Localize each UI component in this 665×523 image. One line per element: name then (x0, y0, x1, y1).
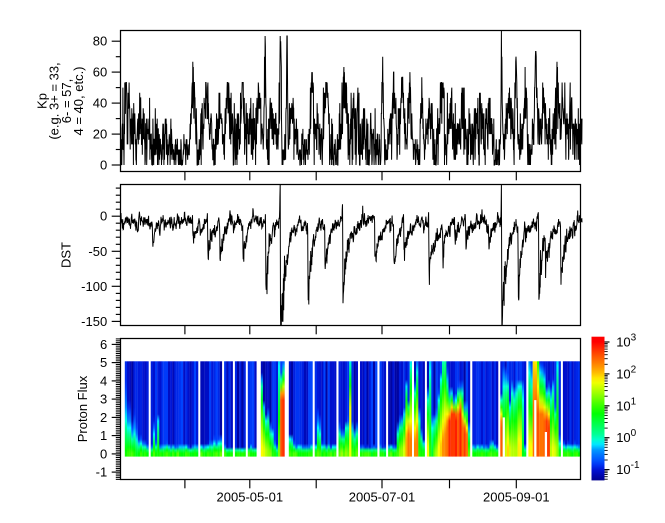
svg-text:20: 20 (93, 127, 107, 142)
svg-text:DST: DST (59, 242, 74, 268)
svg-text:4: 4 (100, 373, 107, 388)
svg-text:0: 0 (100, 209, 107, 224)
svg-text:-1: -1 (96, 465, 108, 480)
svg-text:60: 60 (93, 65, 107, 80)
svg-text:(e.g. 3+ = 33,: (e.g. 3+ = 33, (47, 62, 62, 139)
svg-text:-100: -100 (81, 279, 107, 294)
svg-text:2005-05-01: 2005-05-01 (217, 490, 284, 505)
svg-text:6- = 57,: 6- = 57, (59, 79, 74, 123)
svg-text:Proton Flux: Proton Flux (75, 375, 90, 442)
svg-text:80: 80 (93, 34, 107, 49)
svg-text:-50: -50 (88, 244, 107, 259)
svg-text:Kp: Kp (35, 93, 50, 109)
svg-text:4 = 40, etc.): 4 = 40, etc.) (71, 66, 86, 135)
svg-text:-150: -150 (81, 314, 107, 329)
svg-text:6: 6 (100, 337, 107, 352)
svg-text:2005-09-01: 2005-09-01 (483, 490, 550, 505)
svg-text:1: 1 (100, 428, 107, 443)
svg-text:3: 3 (100, 392, 107, 407)
svg-text:40: 40 (93, 96, 107, 111)
svg-text:5: 5 (100, 355, 107, 370)
svg-text:2005-07-01: 2005-07-01 (349, 490, 416, 505)
svg-text:0: 0 (100, 446, 107, 461)
svg-text:2: 2 (100, 410, 107, 425)
svg-text:0: 0 (100, 158, 107, 173)
